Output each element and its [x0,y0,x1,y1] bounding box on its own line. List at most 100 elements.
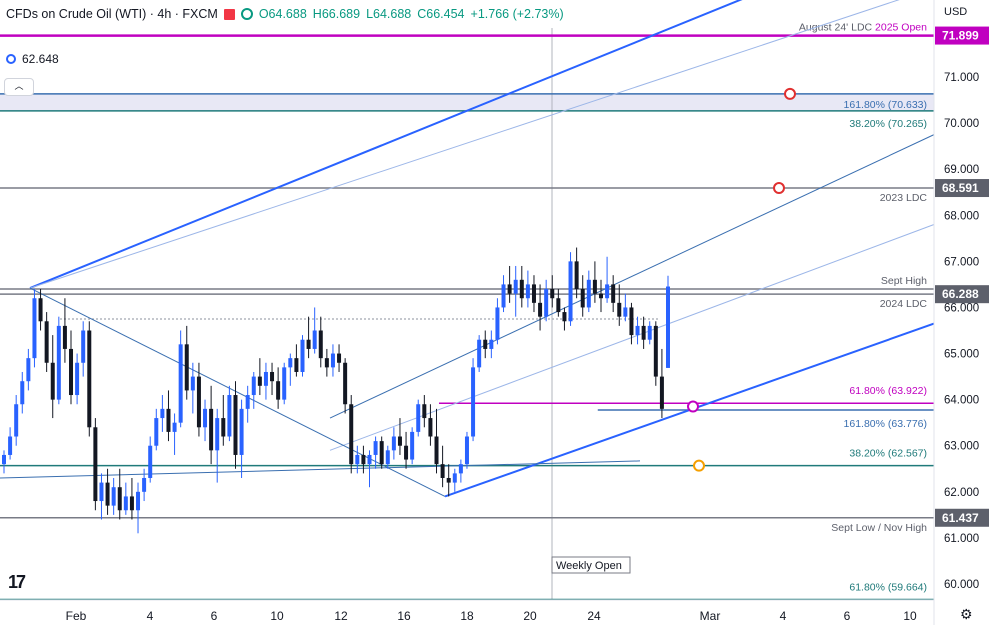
candle [324,358,329,368]
candle [617,302,622,317]
collapse-legend-button[interactable]: ︿ [4,78,34,96]
candle [580,289,585,308]
candle [117,487,122,511]
weekly-open-label: Weekly Open [556,560,622,572]
candle [647,325,652,340]
time-tick-label: 12 [334,609,348,623]
ohlc-open: O64.688 [258,7,307,21]
time-tick-label: 20 [523,609,537,623]
candle [215,418,220,451]
candle [294,358,299,372]
candle [14,404,19,437]
candle [38,298,43,322]
candle [337,353,342,363]
price-tick-label: 63.000 [944,441,979,453]
candle [111,487,116,506]
candle [190,376,195,391]
candle [81,330,86,363]
time-tick-label: 6 [844,609,851,623]
candle [550,289,555,299]
price-label-value: 66.288 [942,287,979,301]
ohlc-high: H66.689 [312,7,361,21]
price-label-value: 61.437 [942,511,979,525]
candle [276,381,281,400]
time-tick-label: 10 [903,609,917,623]
level-label: 161.80% (70.633) [844,99,927,111]
candle [391,436,396,451]
candle [184,344,189,391]
candle [343,362,348,405]
candle [227,395,232,437]
price-label-box [935,26,989,45]
candle [312,330,317,349]
candle [148,445,153,478]
candle [123,496,128,511]
price-tick-label: 65.000 [944,349,979,361]
candle [507,284,512,294]
indicator-icon [6,54,16,64]
candle [221,418,226,437]
candle [87,330,92,428]
candle [483,339,488,349]
candle [178,344,183,423]
candle [379,441,384,465]
candle [270,371,275,382]
market-closed-icon [223,8,235,20]
candle [562,312,567,322]
currency-label[interactable]: USD [944,6,968,18]
candle [56,325,61,400]
price-label-value: 71.899 [942,29,979,43]
candle [385,450,390,465]
candle [477,339,482,368]
candle [367,454,372,465]
trend-line [0,460,641,479]
candle [251,376,256,396]
candle [300,339,305,372]
chart-header: CFDs on Crude Oil (WTI) · 4h · FXCM O64.… [0,0,564,28]
level-label: Sept Low / Nov High [831,522,927,534]
price-tick-label: 70.000 [944,118,979,130]
price-label-value: 68.591 [942,181,979,195]
candle [355,454,360,465]
candle [446,477,451,483]
candle [531,284,536,303]
level-label: Sept High [881,275,927,287]
candle [20,381,25,405]
ohlc-close: C66.454 [417,7,465,21]
candle [592,279,597,294]
time-tick-label: 24 [587,609,601,623]
candle [568,261,573,322]
candle [99,482,104,502]
candle [69,348,74,396]
indicator-legend[interactable]: 62.648 [6,52,59,66]
candle [635,325,640,336]
candle [93,427,98,502]
candle [605,284,610,299]
level-label: 2024 LDC [880,298,928,310]
price-label-box [935,179,989,198]
price-label-box [935,508,989,527]
time-tick-label: 16 [397,609,411,623]
chart-symbol[interactable]: CFDs on Crude Oil (WTI) · 4h · FXCM [6,7,218,21]
candle [257,376,262,386]
candle [203,408,208,428]
candle [209,408,214,451]
candle [410,431,415,460]
candle [282,367,287,400]
level-marker [693,459,705,472]
weekly-open-label-box [551,556,631,574]
candle [556,298,561,313]
candle [586,279,591,308]
tradingview-logo[interactable]: 17 [8,572,26,592]
candle [136,491,141,511]
candle [623,307,628,317]
candle [666,286,670,368]
gear-icon[interactable]: ⚙ [960,606,973,622]
time-tick-label: 4 [147,609,154,623]
candle [574,261,579,290]
candle [538,302,543,317]
candle [471,367,476,437]
price-tick-label: 61.000 [944,533,979,545]
price-tick-label: 62.000 [944,487,979,499]
